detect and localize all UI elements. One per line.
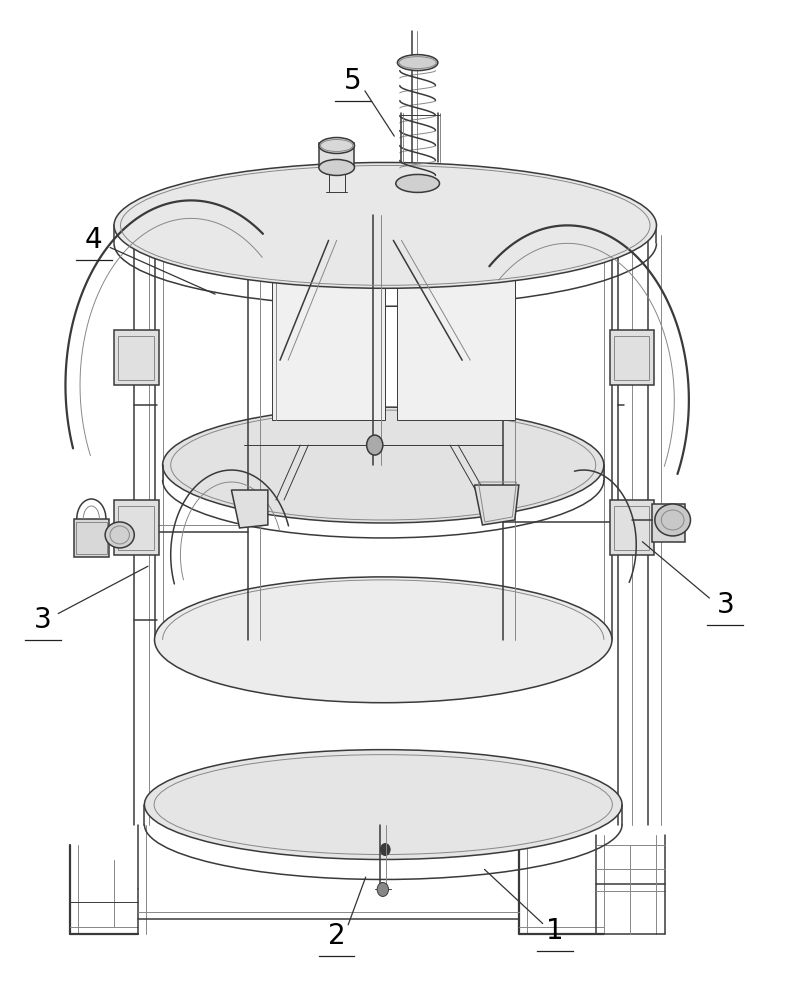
Ellipse shape: [114, 162, 656, 288]
Text: 2: 2: [328, 922, 345, 950]
Bar: [319, 143, 354, 167]
Bar: [76, 522, 107, 554]
Ellipse shape: [319, 159, 354, 175]
Bar: [118, 336, 154, 380]
Ellipse shape: [654, 504, 690, 536]
Bar: [614, 506, 649, 550]
Bar: [114, 330, 159, 385]
Polygon shape: [272, 240, 385, 420]
Ellipse shape: [105, 522, 135, 548]
Text: 3: 3: [34, 606, 52, 634]
Polygon shape: [231, 490, 268, 528]
Text: 5: 5: [344, 67, 362, 95]
Ellipse shape: [163, 407, 604, 523]
Polygon shape: [397, 280, 515, 420]
Bar: [652, 504, 684, 542]
Ellipse shape: [319, 138, 354, 153]
Bar: [610, 500, 654, 555]
Ellipse shape: [377, 882, 388, 896]
Bar: [118, 506, 154, 550]
Bar: [74, 519, 109, 557]
Polygon shape: [474, 485, 519, 525]
Bar: [610, 330, 654, 385]
Bar: [114, 500, 159, 555]
Text: 3: 3: [716, 591, 734, 619]
Text: 1: 1: [547, 917, 564, 945]
Text: 4: 4: [85, 226, 103, 254]
Ellipse shape: [380, 844, 390, 856]
Ellipse shape: [396, 174, 440, 192]
Bar: [614, 336, 649, 380]
Ellipse shape: [155, 577, 612, 703]
Ellipse shape: [144, 750, 622, 860]
Ellipse shape: [367, 435, 383, 455]
Ellipse shape: [397, 55, 438, 71]
